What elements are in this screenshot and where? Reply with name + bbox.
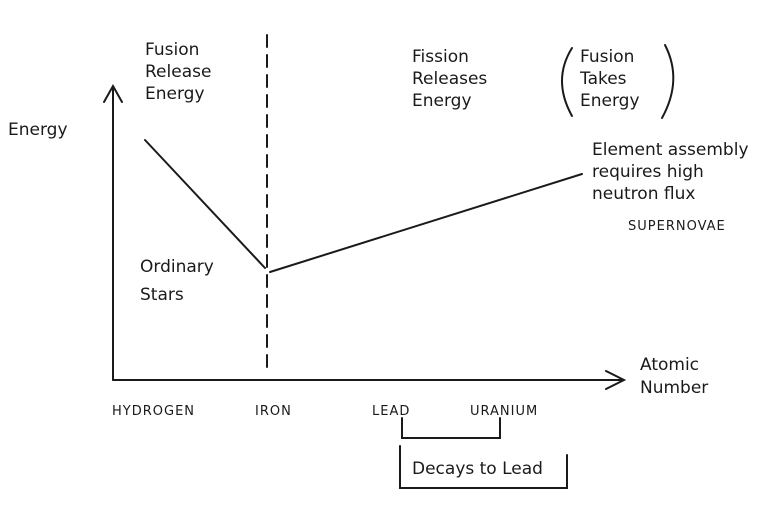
energy-curve [144,139,583,273]
annotation: neutron flux [592,184,695,204]
region-label: Fusion [145,40,199,60]
y-axis-label: Energy [8,120,68,140]
element-label: URANIUM [470,404,538,419]
x-axis [112,370,627,390]
bracket-left [561,47,573,117]
region-label: Energy [145,84,205,104]
element-label: HYDROGEN [112,404,195,419]
bracket-right [661,44,675,119]
annotation: requires high [592,162,704,182]
region-label: Energy [412,91,472,111]
annotation: Stars [140,285,184,305]
element-label: LEAD [372,404,410,419]
x-axis-label: Number [640,378,708,398]
decay-box [399,445,568,489]
annotation: Ordinary [140,257,214,277]
decays-label: Decays to Lead [412,459,543,479]
region-label: Energy [580,91,640,111]
x-axis-label: Atomic [640,355,699,375]
element-label: IRON [255,404,292,419]
decay-bracket [401,417,501,439]
region-label: Fission [412,47,469,67]
annotation: Element assembly [592,140,749,160]
y-axis [103,83,123,381]
region-label: Release [145,62,211,82]
region-label: Releases [412,69,487,89]
supernovae: SUPERNOVAE [628,219,726,234]
region-label: Takes [579,69,627,89]
region-label: Fusion [580,47,634,67]
